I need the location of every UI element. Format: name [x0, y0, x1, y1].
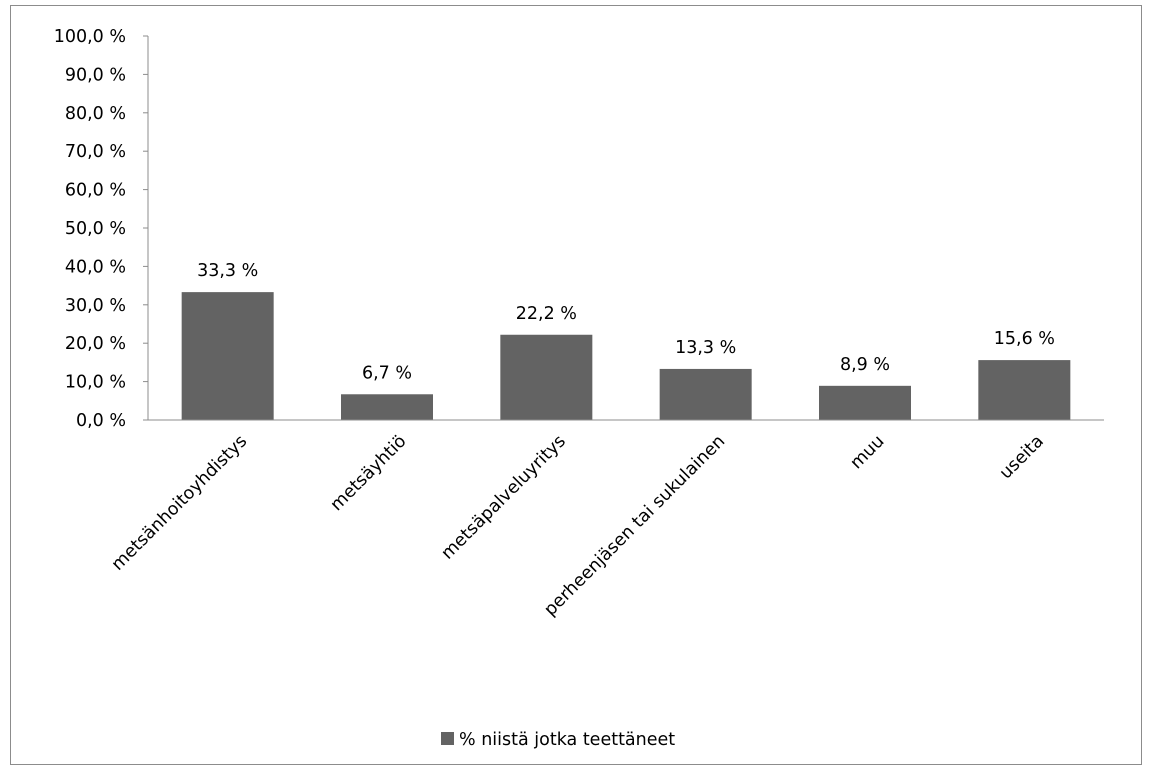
x-tick-label: useita [996, 431, 1048, 483]
y-axis-tick-labels: 0,0 % 10,0 % 20,0 % 30,0 % 40,0 % 50,0 % 60,0 … [54, 27, 148, 431]
bar [659, 368, 752, 420]
bar-value-label: 6,7 % [362, 363, 412, 383]
bar [181, 292, 274, 420]
x-tick-label: metsäyhtiö [327, 431, 411, 515]
y-tick-label: 70,0 % [65, 142, 126, 162]
y-tick-label: 0,0 % [76, 411, 126, 431]
x-tick-label: perheenjäsen tai sukulainen [540, 431, 729, 620]
bar-value-label: 15,6 % [994, 329, 1055, 349]
x-axis-tick-labels: metsänhoitoyhdistys metsäyhtiö metsäpalvel… [108, 431, 1048, 620]
bar-value-label: 13,3 % [675, 338, 736, 358]
y-tick-label: 50,0 % [65, 219, 126, 239]
y-tick-label: 40,0 % [65, 257, 126, 277]
bar-value-label: 8,9 % [840, 355, 890, 375]
y-tick-label: 10,0 % [65, 373, 126, 393]
legend-label: % niistä jotka teettäneet [459, 730, 675, 750]
y-tick-label: 80,0 % [65, 104, 126, 124]
y-tick-label: 60,0 % [65, 181, 126, 201]
legend-swatch [441, 732, 454, 745]
y-tick-label: 100,0 % [54, 27, 126, 47]
y-tick-label: 30,0 % [65, 296, 126, 316]
y-tick-label: 20,0 % [65, 334, 126, 354]
y-tick-label: 90,0 % [65, 65, 126, 85]
axes [147, 36, 1104, 421]
bar-value-label: 22,2 % [516, 304, 577, 324]
bar [819, 385, 911, 420]
bar [341, 394, 433, 420]
x-tick-label: metsänhoitoyhdistys [108, 431, 251, 574]
bar [500, 334, 593, 420]
bar-value-label: 33,3 % [197, 261, 258, 281]
bar [978, 360, 1071, 420]
legend: % niistä jotka teettäneet [441, 730, 675, 750]
x-tick-label: metsäpalveluyritys [438, 431, 570, 563]
x-tick-label: muu [847, 431, 889, 473]
bar-series [181, 292, 1071, 420]
bar-data-labels: 33,3 % 6,7 % 22,2 % 13,3 % 8,9 % 15,6 % [197, 261, 1055, 383]
